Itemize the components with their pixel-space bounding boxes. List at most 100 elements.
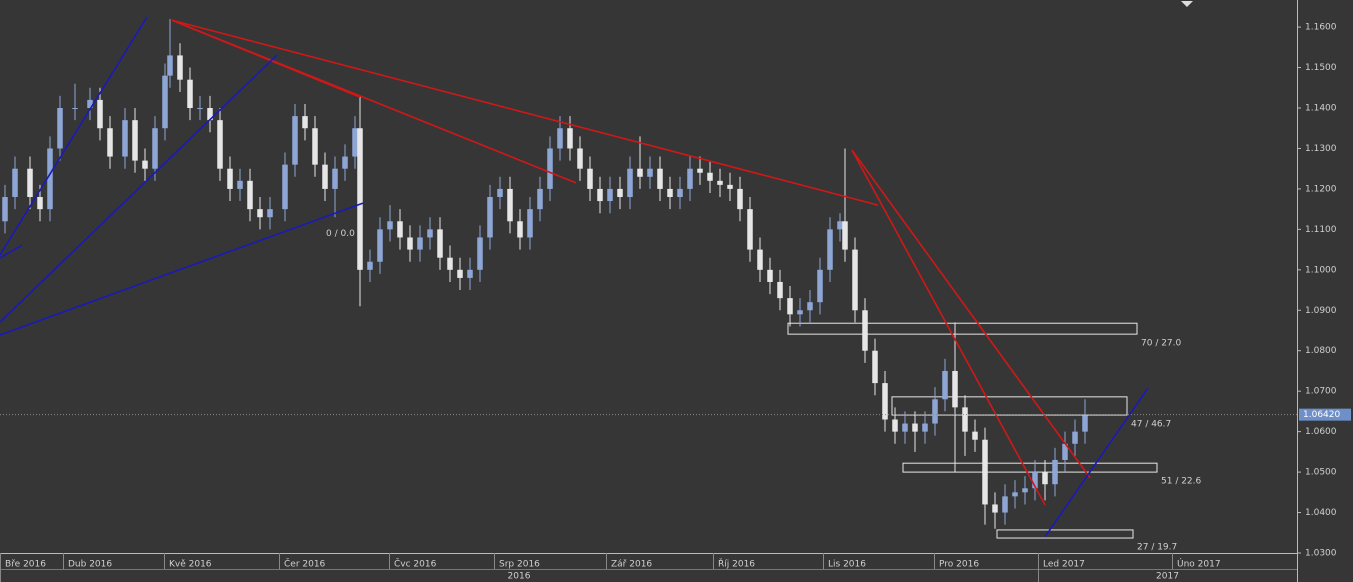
- y-tick-label: 1.1400: [1305, 104, 1337, 114]
- zone-label: 47 / 46.7: [1131, 420, 1171, 430]
- candle-body: [292, 116, 298, 165]
- trendline: [851, 149, 1091, 479]
- zone-label: 27 / 19.7: [1137, 543, 1177, 553]
- candle-body: [237, 180, 243, 189]
- candle-body: [777, 281, 783, 299]
- y-tick-label: 1.0800: [1305, 346, 1337, 356]
- candle-body: [817, 269, 823, 303]
- zone-label: 70 / 27.0: [1141, 339, 1182, 349]
- trendline: [171, 19, 361, 98]
- candle-body: [517, 221, 523, 238]
- candle-body: [457, 269, 463, 278]
- trendline: [0, 202, 364, 336]
- y-tick-label: 1.0300: [1305, 549, 1337, 559]
- menu-marker[interactable]: [1181, 1, 1193, 7]
- candle-body: [197, 108, 203, 110]
- candle-body: [107, 128, 113, 157]
- candle-body: [342, 156, 348, 169]
- candle-body: [882, 383, 888, 420]
- trendline: [0, 244, 23, 259]
- candle-body: [627, 168, 633, 198]
- candle-body: [1002, 496, 1008, 513]
- candle-body: [842, 221, 848, 250]
- y-tick-label: 1.1300: [1305, 144, 1337, 154]
- candle-body: [577, 148, 583, 169]
- candle-body: [37, 197, 43, 210]
- candle-body: [862, 310, 868, 351]
- candle-body: [312, 128, 318, 165]
- trendline: [851, 149, 1046, 506]
- candle-body: [687, 168, 693, 189]
- candle-body: [982, 439, 988, 505]
- candle-body: [227, 168, 233, 189]
- candle-body: [47, 148, 53, 210]
- x-tick-label: Čer 2016: [284, 558, 326, 570]
- candle-body: [932, 399, 938, 424]
- candle-body: [387, 221, 393, 230]
- candle-body: [727, 184, 733, 189]
- candle-body: [962, 407, 968, 432]
- candle-body: [207, 108, 213, 121]
- y-tick-label: 1.1600: [1305, 23, 1337, 33]
- candle-body: [567, 128, 573, 149]
- candle-body: [1012, 492, 1018, 497]
- candle-body: [737, 188, 743, 210]
- candle-body: [247, 180, 253, 210]
- candle-body: [942, 370, 948, 400]
- candle-body: [507, 188, 513, 222]
- candle-body: [167, 55, 173, 76]
- candle-body: [152, 128, 158, 169]
- trendline: [0, 54, 278, 323]
- candle-body: [177, 55, 183, 80]
- candle-body: [282, 164, 288, 210]
- candle-body: [787, 298, 793, 315]
- candle-body: [267, 209, 273, 218]
- candle-body: [1072, 431, 1078, 444]
- y-tick-label: 1.1000: [1305, 265, 1337, 275]
- candle-body: [637, 168, 643, 177]
- candle-body: [527, 209, 533, 238]
- candle-body: [367, 261, 373, 270]
- candle-body: [187, 79, 193, 109]
- annotation: 0 / 0.0: [326, 229, 355, 239]
- candle-body: [647, 168, 653, 177]
- candle-body: [837, 221, 843, 230]
- x-tick-label: Říj 2016: [718, 559, 755, 570]
- x-tick-label: Úno 2017: [1177, 558, 1221, 570]
- candle-body: [902, 423, 908, 432]
- candle-body: [427, 229, 433, 238]
- candle-body: [487, 197, 493, 238]
- candle-body: [952, 370, 958, 408]
- zone: [902, 462, 1158, 473]
- candle-body: [797, 310, 803, 315]
- y-tick-label: 1.0700: [1305, 387, 1337, 397]
- candle-body: [677, 188, 683, 198]
- last-price-label: 1.06420: [1303, 410, 1340, 420]
- candle-body: [477, 237, 483, 270]
- candle-body: [1022, 488, 1028, 493]
- y-tick-label: 1.0400: [1305, 508, 1337, 518]
- candle-body: [717, 180, 723, 185]
- candle-body: [132, 120, 138, 161]
- x-tick-label: Bře 2016: [5, 560, 46, 570]
- candle-body: [992, 504, 998, 513]
- candle-body: [352, 128, 358, 157]
- candle-body: [142, 160, 148, 169]
- candle-body: [497, 188, 503, 198]
- candle-body: [667, 188, 673, 198]
- x-tick-label: Led 2017: [1043, 560, 1085, 570]
- candle-body: [547, 148, 553, 189]
- candle-body: [257, 209, 263, 218]
- x-tick-label: Pro 2016: [939, 560, 979, 570]
- year-label: 2017: [1156, 572, 1179, 582]
- candle-body: [1062, 443, 1068, 460]
- candle-body: [807, 302, 813, 311]
- candle-body: [617, 188, 623, 198]
- candle-body: [557, 128, 563, 149]
- y-tick-label: 1.0600: [1305, 427, 1337, 437]
- x-tick-label: Čvc 2016: [394, 558, 437, 570]
- y-tick-label: 1.0900: [1305, 306, 1337, 316]
- candle-body: [97, 99, 103, 129]
- candle-body: [1032, 472, 1038, 489]
- candle-body: [357, 128, 363, 270]
